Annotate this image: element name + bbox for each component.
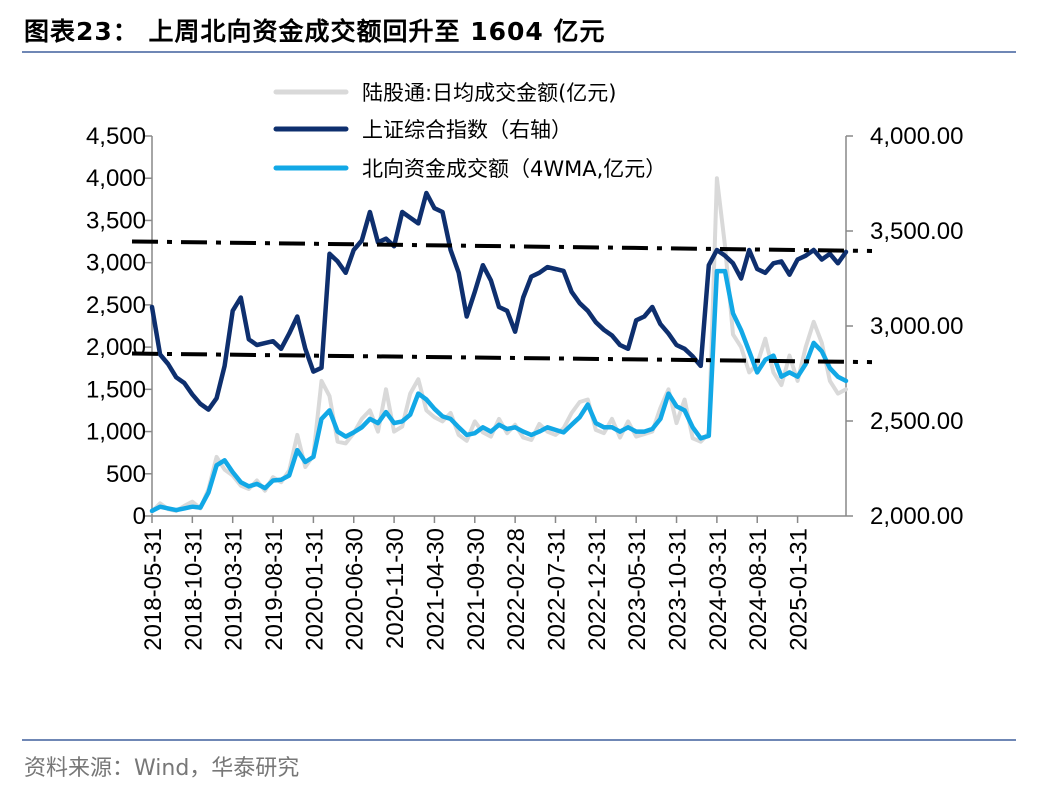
x-tick-label: 2020-01-31 xyxy=(301,528,328,651)
x-tick-label: 2023-05-31 xyxy=(624,528,651,651)
title-divider xyxy=(22,51,1016,53)
right-tick-label: 3,000.00 xyxy=(870,313,963,340)
source-note: 资料来源：Wind，华泰研究 xyxy=(24,756,300,781)
trend-line-lower xyxy=(131,351,873,365)
left-tick-label: 4,000 xyxy=(86,165,146,192)
chart: 0 500 1,000 1,500 2,000 2,500 3,000 3,500 4,000 4… xyxy=(86,81,963,651)
x-tick-label: 2018-05-31 xyxy=(140,528,167,651)
series-layer xyxy=(131,176,873,514)
legend-label-daily: 陆股通:日均成交金额(亿元) xyxy=(362,81,616,105)
x-tick-label: 2022-07-31 xyxy=(543,528,570,651)
right-tick-label: 3,500.00 xyxy=(870,218,963,245)
left-tick-label: 500 xyxy=(106,461,146,488)
right-tick-label: 4,000.00 xyxy=(870,123,963,150)
x-tick-label: 2019-08-31 xyxy=(261,528,288,651)
x-tick-label: 2022-12-31 xyxy=(584,528,611,651)
legend-label-4wma: 北向资金成交额（4WMA,亿元） xyxy=(362,157,666,181)
x-tick-label: 2018-10-31 xyxy=(180,528,207,651)
right-tick-label: 2,500.00 xyxy=(870,408,963,435)
axes: 0 500 1,000 1,500 2,000 2,500 3,000 3,500 4,000 4… xyxy=(86,123,963,651)
series-line-index xyxy=(149,190,849,412)
x-tick-label: 2021-09-30 xyxy=(463,528,490,651)
left-tick-label: 2,000 xyxy=(86,334,146,361)
left-tick-label: 3,500 xyxy=(86,207,146,234)
x-tick-label: 2023-10-31 xyxy=(665,528,692,651)
left-tick-label: 2,500 xyxy=(86,292,146,319)
left-tick-label: 4,500 xyxy=(86,123,146,150)
left-tick-label: 1,000 xyxy=(86,419,146,446)
x-tick-label: 2025-01-31 xyxy=(786,528,813,651)
series-line-4wma xyxy=(149,268,849,514)
right-tick-label: 2,000.00 xyxy=(870,503,963,530)
legend-label-index: 上证综合指数（右轴） xyxy=(362,118,572,142)
x-tick-label: 2022-02-28 xyxy=(503,528,530,651)
legend: 陆股通:日均成交金额(亿元) 上证综合指数（右轴） 北向资金成交额（4WMA,亿… xyxy=(273,81,666,181)
x-tick-label: 2020-11-30 xyxy=(382,528,409,649)
x-tick-label: 2024-03-31 xyxy=(705,528,732,651)
left-tick-label: 1,500 xyxy=(86,376,146,403)
trend-line-upper xyxy=(131,239,873,253)
footer-divider xyxy=(22,739,1016,741)
chart-title: 图表23： 上周北向资金成交额回升至 1604 亿元 xyxy=(24,17,606,46)
x-tick-label: 2021-04-30 xyxy=(422,528,449,651)
x-tick-label: 2019-03-31 xyxy=(221,528,248,651)
left-tick-label: 0 xyxy=(133,503,146,530)
x-tick-label: 2020-06-30 xyxy=(342,528,369,651)
left-tick-label: 3,000 xyxy=(86,250,146,277)
x-tick-label: 2024-08-31 xyxy=(745,528,772,651)
